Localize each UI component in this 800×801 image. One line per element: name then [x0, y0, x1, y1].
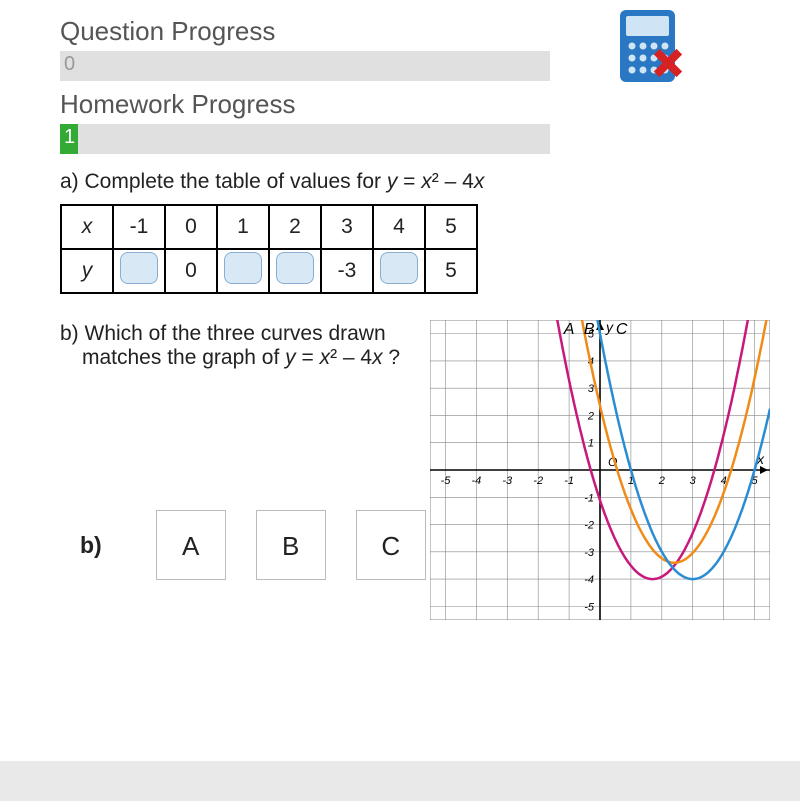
- svg-text:-2: -2: [584, 520, 594, 532]
- svg-text:A: A: [563, 321, 575, 338]
- svg-text:2: 2: [658, 475, 665, 487]
- y-input[interactable]: [380, 252, 418, 284]
- table-y-cell: [113, 249, 165, 293]
- table-y-cell: [217, 249, 269, 293]
- svg-text:-5: -5: [441, 475, 452, 487]
- svg-text:-1: -1: [564, 475, 574, 487]
- svg-text:C: C: [616, 321, 628, 338]
- table-y-header: y: [61, 249, 113, 293]
- homework-progress-value: 1: [64, 126, 75, 149]
- y-input[interactable]: [224, 252, 262, 284]
- y-input[interactable]: [276, 252, 314, 284]
- table-y-cell: -3: [321, 249, 373, 293]
- answer-button-b[interactable]: B: [256, 510, 326, 580]
- svg-text:-2: -2: [533, 475, 543, 487]
- part-b-label: b): [80, 532, 102, 559]
- answer-button-a[interactable]: A: [156, 510, 226, 580]
- table-y-cell: [373, 249, 425, 293]
- y-input[interactable]: [120, 252, 158, 284]
- svg-text:3: 3: [690, 475, 697, 487]
- table-y-cell: 5: [425, 249, 477, 293]
- table-x-cell: 4: [373, 205, 425, 249]
- part-a-text: a) Complete the table of values for y = …: [60, 170, 800, 194]
- svg-text:-5: -5: [584, 601, 595, 613]
- answer-button-c[interactable]: C: [356, 510, 426, 580]
- table-x-cell: 3: [321, 205, 373, 249]
- bottom-bar: [0, 761, 800, 801]
- table-y-cell: [269, 249, 321, 293]
- svg-text:1: 1: [588, 438, 594, 450]
- table-x-cell: 0: [165, 205, 217, 249]
- calculator-icon[interactable]: [610, 8, 700, 103]
- values-table: x-1012345 y 0 -3 5: [60, 204, 478, 294]
- table-y-cell: 0: [165, 249, 217, 293]
- svg-text:-1: -1: [584, 492, 594, 504]
- table-x-header: x: [61, 205, 113, 249]
- table-x-cell: -1: [113, 205, 165, 249]
- table-x-cell: 5: [425, 205, 477, 249]
- svg-text:-3: -3: [584, 547, 595, 559]
- svg-text:y: y: [605, 320, 614, 335]
- svg-text:-3: -3: [502, 475, 513, 487]
- table-x-cell: 2: [269, 205, 321, 249]
- svg-text:-4: -4: [471, 475, 481, 487]
- svg-text:-4: -4: [584, 574, 594, 586]
- table-x-cell: 1: [217, 205, 269, 249]
- svg-text:B: B: [584, 321, 595, 338]
- part-b-line1: b) Which of the three curves drawn: [60, 322, 386, 345]
- homework-progress-bar: 1: [60, 124, 550, 154]
- graph: -5-4-3-2-112345-5-4-3-2-112345OxyABC: [430, 320, 770, 625]
- part-b-line2: matches the graph of y = x² – 4x ?: [82, 346, 400, 369]
- question-progress-bar: 0: [60, 51, 550, 81]
- question-progress-value: 0: [64, 53, 75, 76]
- svg-text:2: 2: [587, 410, 594, 422]
- svg-text:3: 3: [588, 383, 595, 395]
